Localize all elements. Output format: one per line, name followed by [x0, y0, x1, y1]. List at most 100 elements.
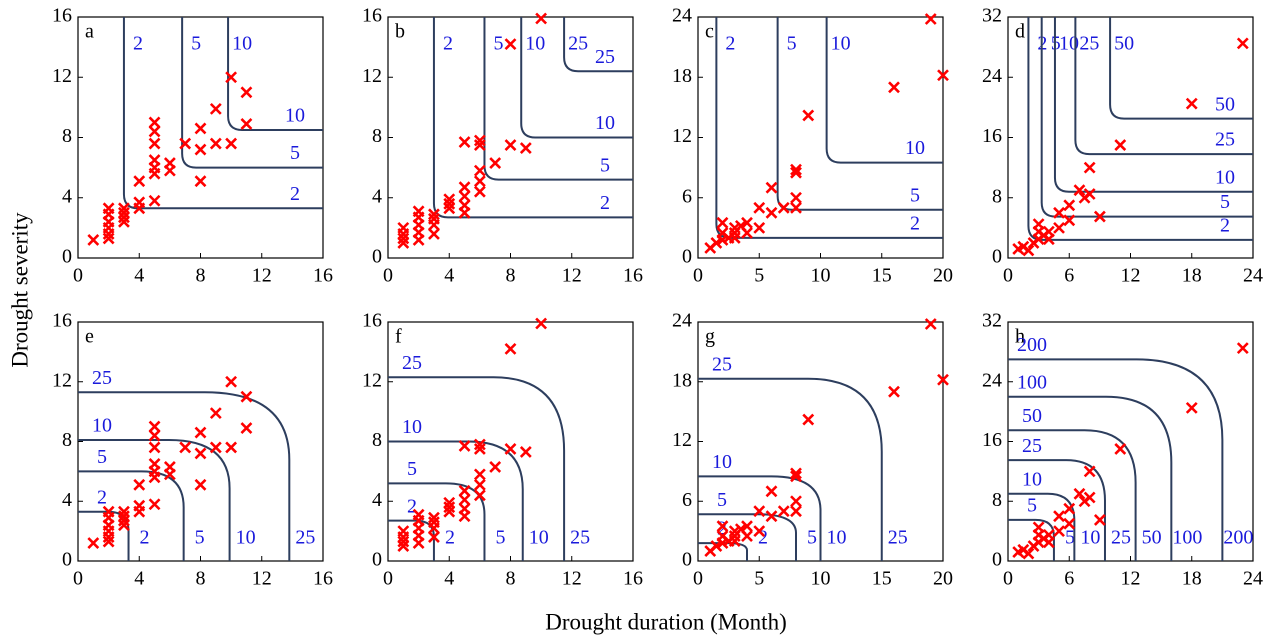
data-point	[118, 519, 130, 532]
y-tick-label: 6	[682, 489, 692, 511]
data-point	[924, 13, 937, 25]
data-point	[102, 535, 115, 548]
x-tick-label: 4	[134, 265, 144, 287]
y-tick-label: 0	[682, 549, 692, 571]
data-point	[443, 202, 456, 215]
contour-line	[776, 17, 943, 211]
y-tick-label: 16	[52, 310, 72, 332]
data-point	[1053, 510, 1065, 523]
contour-label: 5	[787, 33, 797, 55]
x-tick-label: 0	[73, 568, 83, 590]
y-tick-label: 32	[982, 310, 1002, 332]
data-point	[1093, 514, 1106, 526]
data-point	[710, 237, 723, 249]
data-point	[535, 317, 548, 330]
data-point	[802, 109, 815, 122]
data-point	[741, 520, 753, 533]
contour-line	[1008, 395, 1173, 561]
data-point	[473, 139, 486, 151]
data-point	[397, 237, 410, 249]
data-point	[458, 484, 471, 497]
data-point	[753, 201, 766, 214]
data-point	[428, 212, 440, 225]
contour-label: 25	[92, 367, 112, 389]
contour-label: 5	[1027, 495, 1037, 517]
data-point	[179, 137, 192, 150]
data-point	[225, 71, 238, 84]
contour-label: 25	[888, 527, 908, 549]
x-tick-label: 0	[1003, 568, 1013, 590]
y-tick-label: 16	[982, 125, 1002, 147]
contour-label: 10	[1080, 527, 1100, 549]
data-point	[1236, 342, 1249, 355]
contour-label: 10	[712, 451, 732, 473]
contour-line	[825, 17, 943, 164]
y-tick-label: 12	[362, 65, 382, 87]
data-point	[504, 342, 517, 355]
y-tick-label: 12	[672, 429, 692, 451]
contour-label: 5	[1065, 527, 1075, 549]
data-point	[1063, 502, 1076, 515]
contour-label: 5	[717, 489, 727, 511]
contour-line	[698, 475, 822, 561]
x-tick-label: 0	[693, 568, 703, 590]
x-tick-label: 8	[506, 568, 516, 590]
contour-label: 10	[232, 33, 252, 55]
data-point	[225, 137, 238, 150]
contour-label: 25	[1215, 129, 1235, 151]
x-tick-label: 18	[1182, 568, 1202, 590]
panel-label: f	[395, 326, 402, 348]
y-tick-label: 4	[62, 489, 72, 511]
x-tick-label: 0	[693, 265, 703, 287]
contour-line	[388, 519, 435, 561]
data-point	[118, 206, 130, 219]
data-point	[1042, 233, 1055, 246]
data-point	[397, 232, 410, 245]
data-point	[765, 485, 778, 498]
data-point	[428, 208, 440, 221]
x-tick-label: 15	[872, 568, 892, 590]
data-point	[148, 194, 161, 207]
y-tick-label: 8	[372, 429, 382, 451]
contour-label: 10	[595, 112, 615, 134]
data-point	[765, 206, 778, 219]
data-point	[428, 531, 440, 544]
data-point	[473, 185, 486, 198]
data-point	[741, 226, 753, 239]
data-point	[473, 478, 486, 491]
contour-line	[388, 376, 566, 561]
y-tick-label: 0	[372, 549, 382, 571]
contour-label: 2	[140, 527, 150, 549]
panel-label: d	[1015, 21, 1025, 43]
data-point	[428, 227, 440, 240]
data-point	[489, 460, 502, 473]
data-point	[535, 12, 548, 25]
data-point	[225, 375, 238, 388]
panel-label: h	[1015, 326, 1025, 348]
y-tick-label: 8	[992, 489, 1002, 511]
y-tick-label: 16	[362, 5, 382, 27]
contour-label: 5	[600, 154, 610, 176]
y-tick-label: 12	[362, 369, 382, 391]
data-point	[1073, 184, 1086, 197]
x-tick-label: 8	[196, 265, 206, 287]
y-tick-label: 18	[672, 369, 692, 391]
contour-label: 25	[595, 46, 615, 68]
data-point	[163, 157, 176, 170]
data-point	[473, 164, 486, 177]
contour-line	[1109, 17, 1253, 120]
x-tick-label: 10	[811, 265, 831, 287]
data-point	[765, 181, 778, 194]
y-tick-label: 18	[672, 65, 692, 87]
contour-label: 5	[495, 527, 505, 549]
data-point	[102, 202, 115, 215]
data-point	[790, 495, 802, 508]
x-tick-label: 4	[444, 568, 454, 590]
data-point	[473, 438, 486, 451]
data-point	[777, 505, 790, 518]
data-point	[118, 211, 130, 224]
x-tick-label: 12	[562, 568, 582, 590]
contour-line	[1008, 459, 1106, 561]
contour-label: 25	[1111, 527, 1131, 549]
data-point	[1042, 536, 1055, 549]
